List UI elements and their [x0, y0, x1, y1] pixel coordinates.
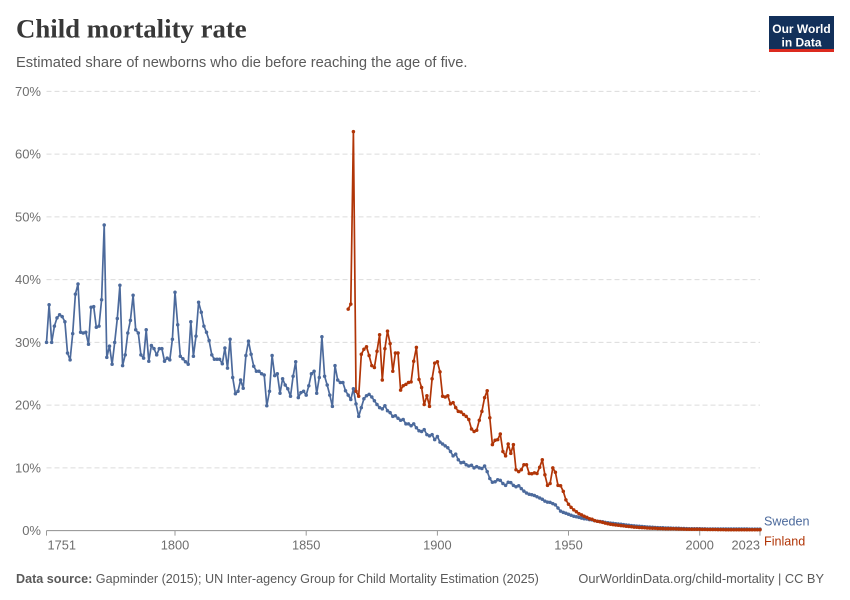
svg-text:1751: 1751: [48, 538, 76, 553]
svg-text:Estimated share of newborns wh: Estimated share of newborns who die befo…: [16, 55, 468, 71]
svg-text:70%: 70%: [15, 84, 41, 99]
svg-text:40%: 40%: [15, 272, 41, 287]
svg-text:20%: 20%: [15, 398, 41, 413]
svg-text:1900: 1900: [423, 538, 451, 553]
svg-text:2000: 2000: [685, 538, 713, 553]
svg-text:Our World: Our World: [772, 22, 830, 36]
svg-text:Sweden: Sweden: [764, 515, 810, 529]
svg-text:0%: 0%: [22, 523, 41, 538]
svg-text:1800: 1800: [161, 538, 189, 553]
svg-text:30%: 30%: [15, 335, 41, 350]
svg-text:Child mortality rate: Child mortality rate: [16, 14, 247, 44]
svg-text:10%: 10%: [15, 460, 41, 475]
svg-text:1850: 1850: [292, 538, 320, 553]
svg-text:60%: 60%: [15, 147, 41, 162]
svg-text:OurWorldinData.org/child-morta: OurWorldinData.org/child-mortality | CC …: [578, 571, 824, 586]
svg-text:Data source: Gapminder (2015);: Data source: Gapminder (2015); UN Inter-…: [16, 572, 539, 586]
svg-text:1950: 1950: [554, 538, 582, 553]
svg-text:50%: 50%: [15, 209, 41, 224]
svg-text:in Data: in Data: [781, 36, 821, 50]
svg-text:2023: 2023: [732, 538, 760, 553]
svg-text:Finland: Finland: [764, 535, 805, 549]
